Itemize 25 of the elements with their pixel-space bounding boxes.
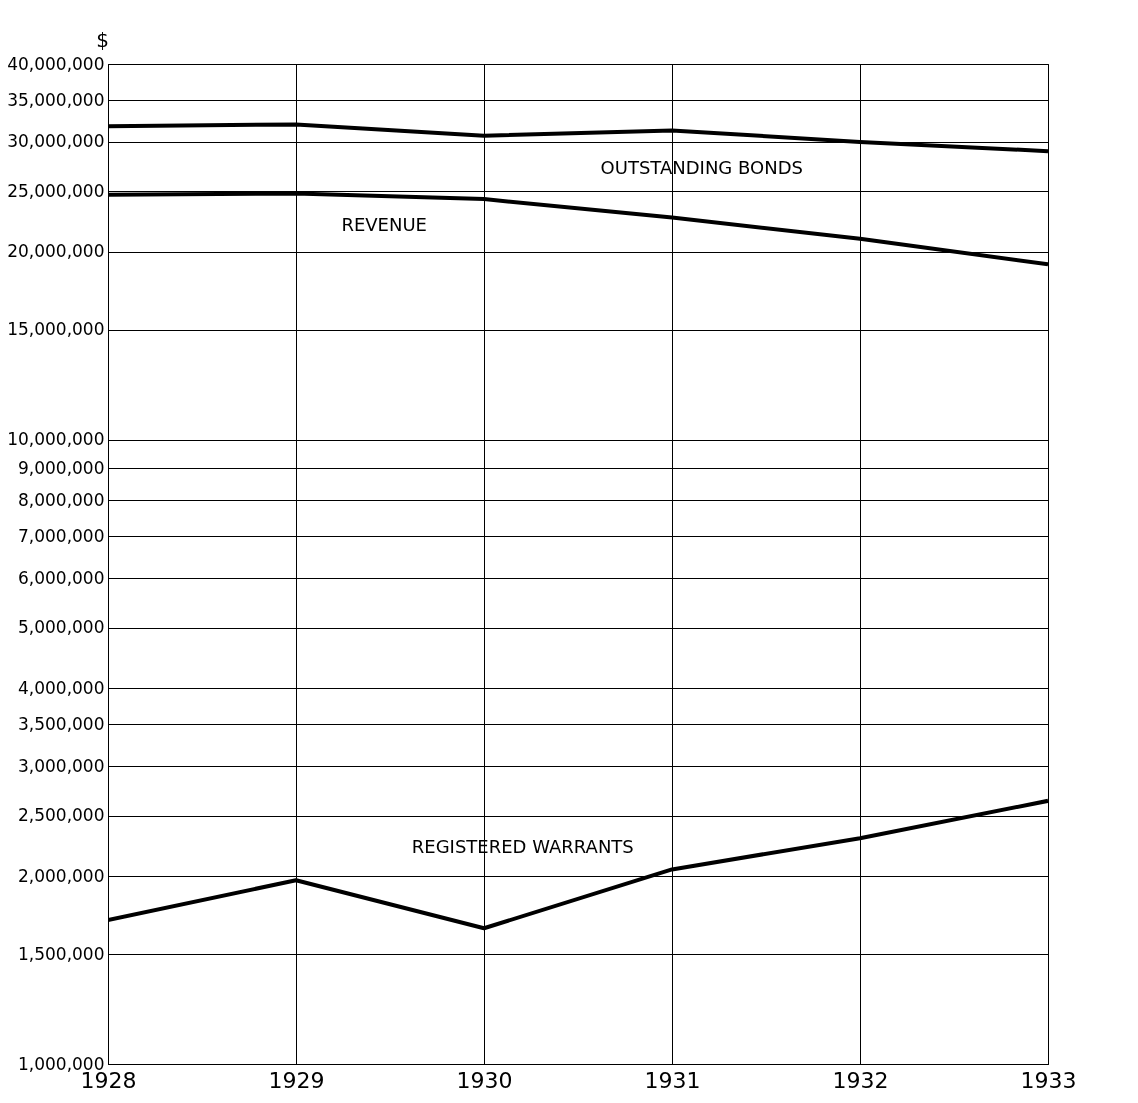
- y-tick-label: 30,000,000: [7, 131, 105, 152]
- y-tick-label: 4,000,000: [17, 677, 105, 698]
- y-tick-label: 20,000,000: [7, 241, 105, 262]
- x-tick-label: 1932: [832, 1067, 889, 1093]
- y-tick-label: 10,000,000: [7, 429, 105, 450]
- y-tick-label: 1,500,000: [17, 943, 105, 964]
- y-tick-label: 9,000,000: [17, 457, 105, 478]
- y-tick-label: 3,500,000: [17, 713, 105, 734]
- y-axis-title: $: [96, 27, 109, 52]
- y-tick-label: 15,000,000: [7, 319, 105, 340]
- series-label: REVENUE: [341, 214, 427, 236]
- y-tick-label: 7,000,000: [17, 525, 105, 546]
- y-tick-label: 25,000,000: [7, 180, 105, 201]
- y-tick-label: 40,000,000: [7, 53, 105, 74]
- y-tick-label: 5,000,000: [17, 617, 105, 638]
- y-tick-label: 6,000,000: [17, 567, 105, 588]
- x-tick-label: 1930: [456, 1067, 513, 1093]
- y-tick-label: 2,000,000: [17, 865, 105, 886]
- x-tick-label: 1931: [644, 1067, 701, 1093]
- y-tick-label: 2,500,000: [17, 805, 105, 826]
- x-tick-label: 1929: [268, 1067, 325, 1093]
- y-tick-label: 3,000,000: [17, 755, 105, 776]
- y-tick-label: 35,000,000: [7, 89, 105, 110]
- y-tick-label: 8,000,000: [17, 489, 105, 510]
- x-tick-label: 1933: [1020, 1067, 1077, 1093]
